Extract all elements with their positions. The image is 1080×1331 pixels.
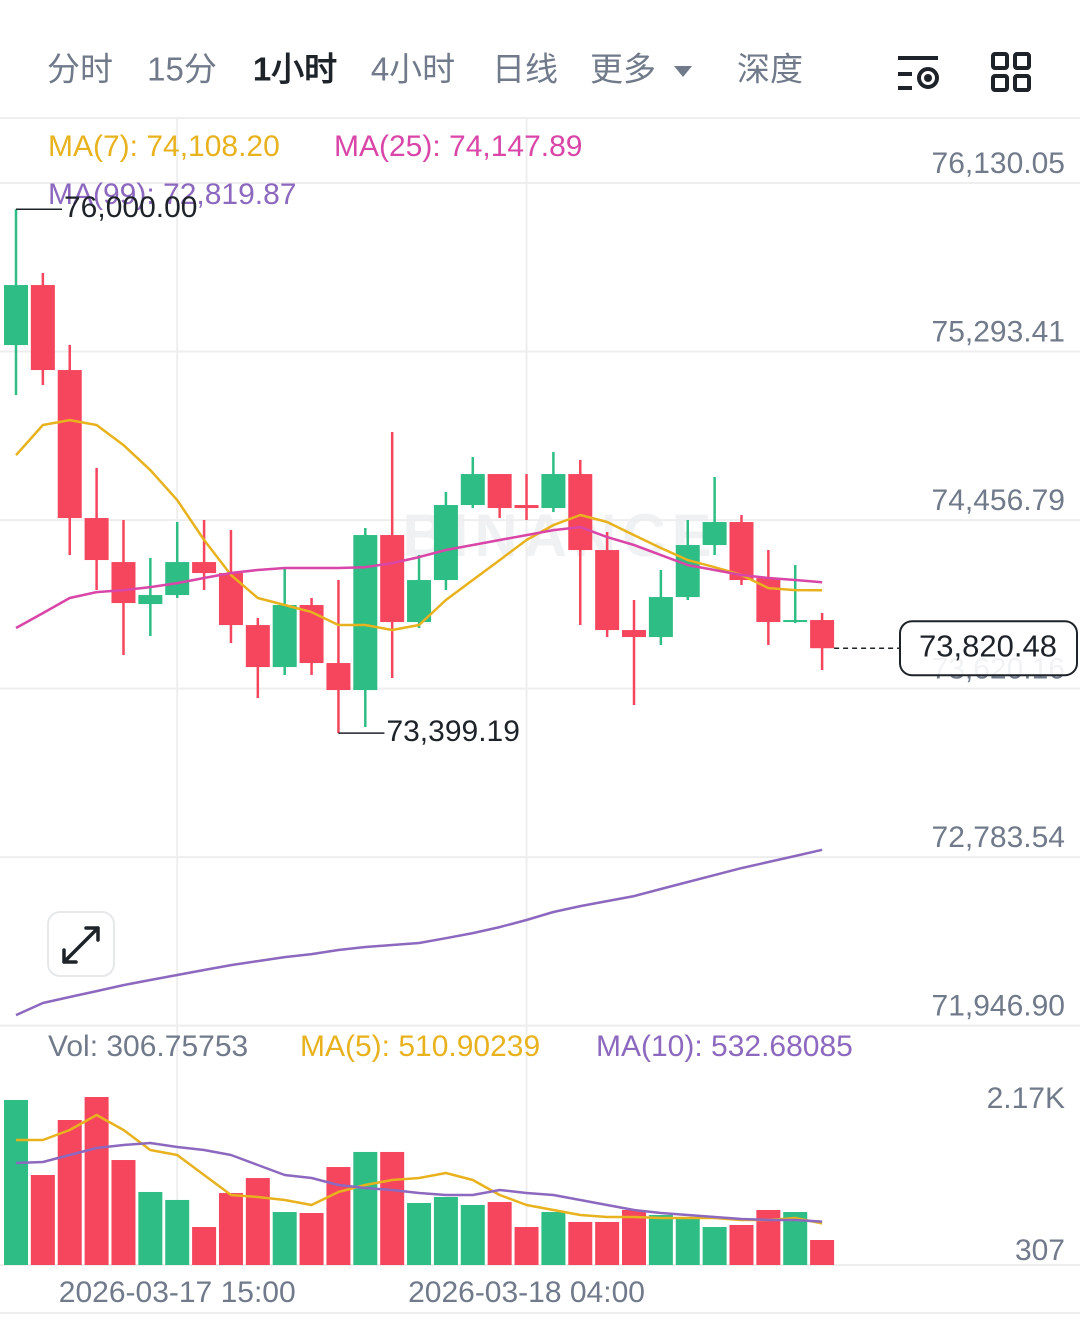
y-tick-label: 2.17K [987,1082,1065,1115]
volume-bar [810,1239,835,1265]
candle-body [299,605,324,664]
ma-line [15,848,823,1017]
y-tick-label: 74,456.79 [932,484,1065,517]
candle-body [568,474,593,551]
tab[interactable]: 4小时 [371,51,455,88]
candle-body [622,630,647,638]
candle-body [165,562,190,596]
candle-body [810,620,835,649]
candle-body [514,505,539,509]
candle-body [729,522,754,581]
settings-icon[interactable] [898,56,939,90]
candle-body [84,518,109,561]
text-layer: 分时 15分 1小时 4小时 日线 更多 深度 76,130.05 75,293.41 74,45… [16,51,1078,1309]
tab[interactable]: 更多 [590,51,656,88]
tab[interactable]: 分时 [47,51,113,88]
candle-body [595,550,620,631]
volume-bar [299,1213,324,1265]
candle-body [245,625,270,668]
y-tick-label: 71,946.90 [932,990,1065,1023]
candle-body [4,285,28,346]
volume-bar [568,1221,593,1265]
legend-entry: MA(5): 510.90239 [300,1030,540,1063]
volume-bar [407,1202,432,1265]
tab[interactable]: 日线 [492,51,558,88]
candle-body [648,597,673,638]
volume-bar [353,1151,378,1265]
legend-entry: MA(25): 74,147.89 [334,130,582,163]
volume-bar [245,1178,270,1265]
candle-body [326,663,351,691]
candle-body [30,285,55,371]
extreme-label: 73,399.19 [386,715,519,748]
candle-body [111,562,136,604]
candle-body [433,505,458,581]
volume-bar [648,1215,673,1265]
volume-bar [514,1227,539,1265]
candle-body [783,620,808,623]
last-price-label: 73,820.48 [919,628,1057,663]
marks-layer [4,209,835,1265]
candle-body [353,535,378,691]
ma-line [15,1141,823,1223]
candle-body [57,370,82,519]
volume-bar [460,1205,485,1265]
candle-body [380,535,405,623]
candle-body [487,474,512,509]
volume-bar [433,1197,458,1265]
volume-bar [729,1224,754,1265]
volume-bar [30,1175,55,1265]
last-price-box [899,620,1078,677]
volume-bar [4,1099,28,1265]
volume-bar [57,1120,82,1265]
volume-bar [165,1199,190,1265]
x-tick-label: 2026-03-18 04:00 [408,1276,645,1309]
volume-bar [111,1160,136,1265]
volume-bar [84,1097,109,1265]
y-tick-label: 75,293.41 [932,315,1065,348]
legend-entry: MA(10): 532.68085 [596,1030,853,1063]
volume-bar [218,1193,243,1265]
tab[interactable]: 1小时 [253,51,337,88]
tab[interactable]: 深度 [737,51,803,88]
candle-body [541,474,566,509]
extreme-label: 76,000.00 [64,191,197,224]
legend-entry: MA(7): 74,108.20 [48,130,280,163]
volume-bar [541,1212,566,1265]
volume-bar [675,1216,700,1265]
legend-entry: MA(99): 72,819.87 [48,178,296,211]
ma-line [15,418,823,632]
volume-bar [192,1227,217,1265]
y-tick-label: 76,130.05 [932,147,1065,180]
candle-body [138,595,163,605]
layout-icon[interactable] [991,52,1031,92]
expand-button[interactable] [47,911,115,977]
volume-bar [622,1209,647,1265]
ma-line [16,1113,823,1225]
candle-body [675,545,700,598]
volume-bar [380,1151,405,1265]
tab[interactable]: 15分 [147,51,217,88]
volume-bar [702,1227,727,1265]
candle-body [272,605,297,668]
candle-body [407,580,432,623]
volume-bar [595,1221,620,1265]
y-tick-label: 72,783.54 [932,821,1065,854]
candle-body [702,522,727,546]
candle-body [192,562,217,574]
legend-entry: Vol: 306.75753 [48,1030,248,1063]
volume-bar [138,1191,163,1265]
candle-body [460,474,485,506]
ma-line [15,525,823,630]
volume-bar [272,1212,297,1265]
volume-bar [487,1201,512,1265]
x-tick-label: 2026-03-17 15:00 [59,1276,296,1309]
y-tick-label: 307 [1015,1234,1065,1267]
dropdown-arrow[interactable] [674,66,692,77]
